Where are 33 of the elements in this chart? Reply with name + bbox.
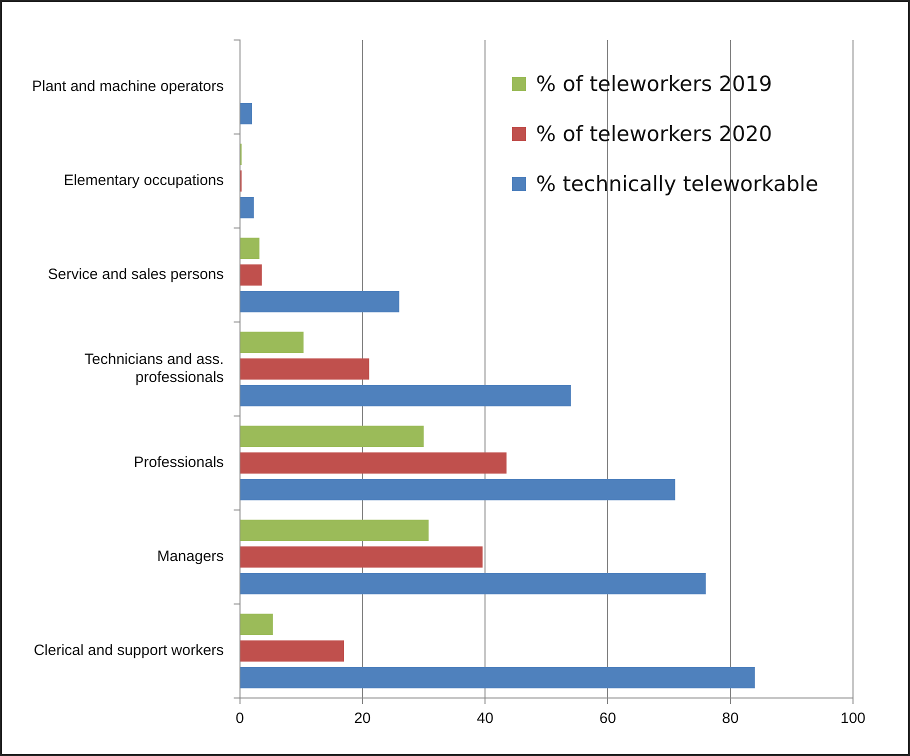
bar (240, 358, 370, 380)
bar (240, 290, 400, 312)
bar (240, 238, 260, 260)
y-tick-label: Technicians and ass. professionals (84, 351, 224, 386)
bar (240, 520, 429, 542)
bar (240, 614, 273, 636)
y-tick-label: Plant and machine operators (32, 78, 224, 96)
bar (240, 666, 755, 688)
x-tick-label: 100 (840, 710, 866, 728)
x-tick-label: 0 (236, 710, 244, 728)
x-tick-label: 60 (599, 710, 616, 728)
x-tick-label: 20 (354, 710, 371, 728)
bar (240, 478, 676, 500)
bar (240, 384, 571, 406)
bar (240, 426, 424, 448)
y-tick-label: Service and sales persons (48, 266, 224, 284)
x-tick-label: 80 (722, 710, 739, 728)
bar (240, 264, 262, 286)
legend-label: % of teleworkers 2020 (536, 122, 772, 146)
bar (240, 572, 706, 594)
bar (240, 452, 507, 474)
legend-label: % technically teleworkable (536, 172, 818, 196)
x-tick-label: 40 (476, 710, 494, 728)
bar (240, 546, 483, 568)
y-tick-label: Professionals (134, 454, 224, 472)
legend-label: % of teleworkers 2019 (536, 72, 772, 96)
y-tick-label: Elementary occupations (64, 172, 224, 190)
bar (240, 332, 304, 354)
bar (240, 102, 252, 124)
bar (240, 640, 344, 662)
y-tick-label: Clerical and support workers (34, 642, 224, 660)
bar (240, 196, 254, 218)
y-tick-label: Managers (157, 548, 224, 566)
